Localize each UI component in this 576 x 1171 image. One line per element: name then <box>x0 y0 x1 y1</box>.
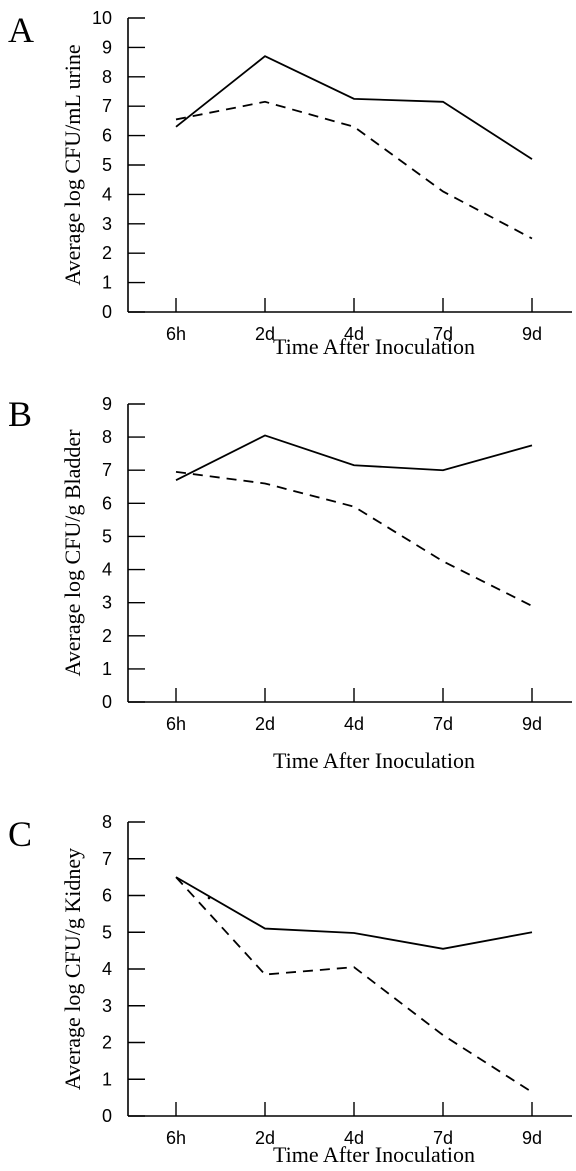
panel-b: B 0 1 2 3 4 5 6 7 8 9 6h 2d 4d 7d 9d Time After Inoculat… <box>8 394 572 773</box>
x-tick-label: 2d <box>255 324 275 344</box>
y-tick-label: 6 <box>102 493 112 513</box>
series-line-dashed <box>175 876 533 1093</box>
series-line-dashed <box>175 470 533 607</box>
x-tick-label: 7d <box>433 714 453 734</box>
x-tick-label: 9d <box>522 1128 542 1148</box>
y-tick-label: 3 <box>102 214 112 234</box>
y-tick-label: 1 <box>102 273 112 293</box>
panel-letter: B <box>8 394 32 434</box>
series-line-solid <box>175 55 533 160</box>
panel-a: A 0 1 2 3 4 5 6 7 8 9 10 6h 2d 4d 7d 9d Time After Inocul… <box>8 8 572 359</box>
y-tick-label: 7 <box>102 460 112 480</box>
x-tick-label: 2d <box>255 1128 275 1148</box>
x-tick-label: 6h <box>166 714 186 734</box>
y-tick-label: 7 <box>102 849 112 869</box>
y-tick-label: 6 <box>102 886 112 906</box>
y-tick-label: 8 <box>102 67 112 87</box>
y-axis-label: Average log CFU/mL urine <box>60 44 85 285</box>
y-tick-label: 0 <box>102 1106 112 1126</box>
x-tick-label: 7d <box>433 324 453 344</box>
x-tick-label: 6h <box>166 1128 186 1148</box>
x-tick-label: 4d <box>344 1128 364 1148</box>
panel-letter: A <box>8 10 34 50</box>
y-tick-label: 1 <box>102 659 112 679</box>
x-tick-label: 7d <box>433 1128 453 1148</box>
y-axis-label: Average log CFU/g Bladder <box>60 429 85 677</box>
y-tick-label: 0 <box>102 692 112 712</box>
y-tick-label: 8 <box>102 427 112 447</box>
y-tick-label: 10 <box>92 8 112 28</box>
y-tick-label: 5 <box>102 526 112 546</box>
y-tick-label: 3 <box>102 593 112 613</box>
y-tick-label: 2 <box>102 626 112 646</box>
x-tick-label: 4d <box>344 324 364 344</box>
y-axis-label: Average log CFU/g Kidney <box>60 848 85 1090</box>
y-tick-label: 3 <box>102 996 112 1016</box>
x-tick-label: 9d <box>522 324 542 344</box>
y-tick-label: 9 <box>102 37 112 57</box>
y-tick-label: 4 <box>102 560 112 580</box>
x-axis-label: Time After Inoculation <box>273 1142 475 1167</box>
y-tick-label: 2 <box>102 243 112 263</box>
y-tick-label: 7 <box>102 96 112 116</box>
y-tick-label: 8 <box>102 812 112 832</box>
y-tick-label: 2 <box>102 1033 112 1053</box>
x-axis-label: Time After Inoculation <box>273 748 475 773</box>
x-tick-label: 4d <box>344 714 364 734</box>
y-tick-label: 6 <box>102 126 112 146</box>
panel-c: C 0 1 2 3 4 5 6 7 8 6h 2d 4d 7d 9d Time After Inoculati… <box>8 812 572 1167</box>
y-tick-label: 0 <box>102 302 112 322</box>
x-axis-label: Time After Inoculation <box>273 334 475 359</box>
stray-dot <box>207 896 211 900</box>
y-tick-label: 4 <box>102 959 112 979</box>
y-tick-label: 1 <box>102 1069 112 1089</box>
y-tick-label: 5 <box>102 922 112 942</box>
series-line-dashed <box>175 100 533 240</box>
series-line-solid <box>175 876 533 950</box>
y-tick-label: 5 <box>102 155 112 175</box>
panel-letter: C <box>8 814 32 854</box>
series-line-solid <box>175 434 533 481</box>
y-tick-label: 4 <box>102 184 112 204</box>
x-tick-label: 6h <box>166 324 186 344</box>
x-tick-label: 2d <box>255 714 275 734</box>
y-tick-label: 9 <box>102 394 112 414</box>
x-tick-label: 9d <box>522 714 542 734</box>
